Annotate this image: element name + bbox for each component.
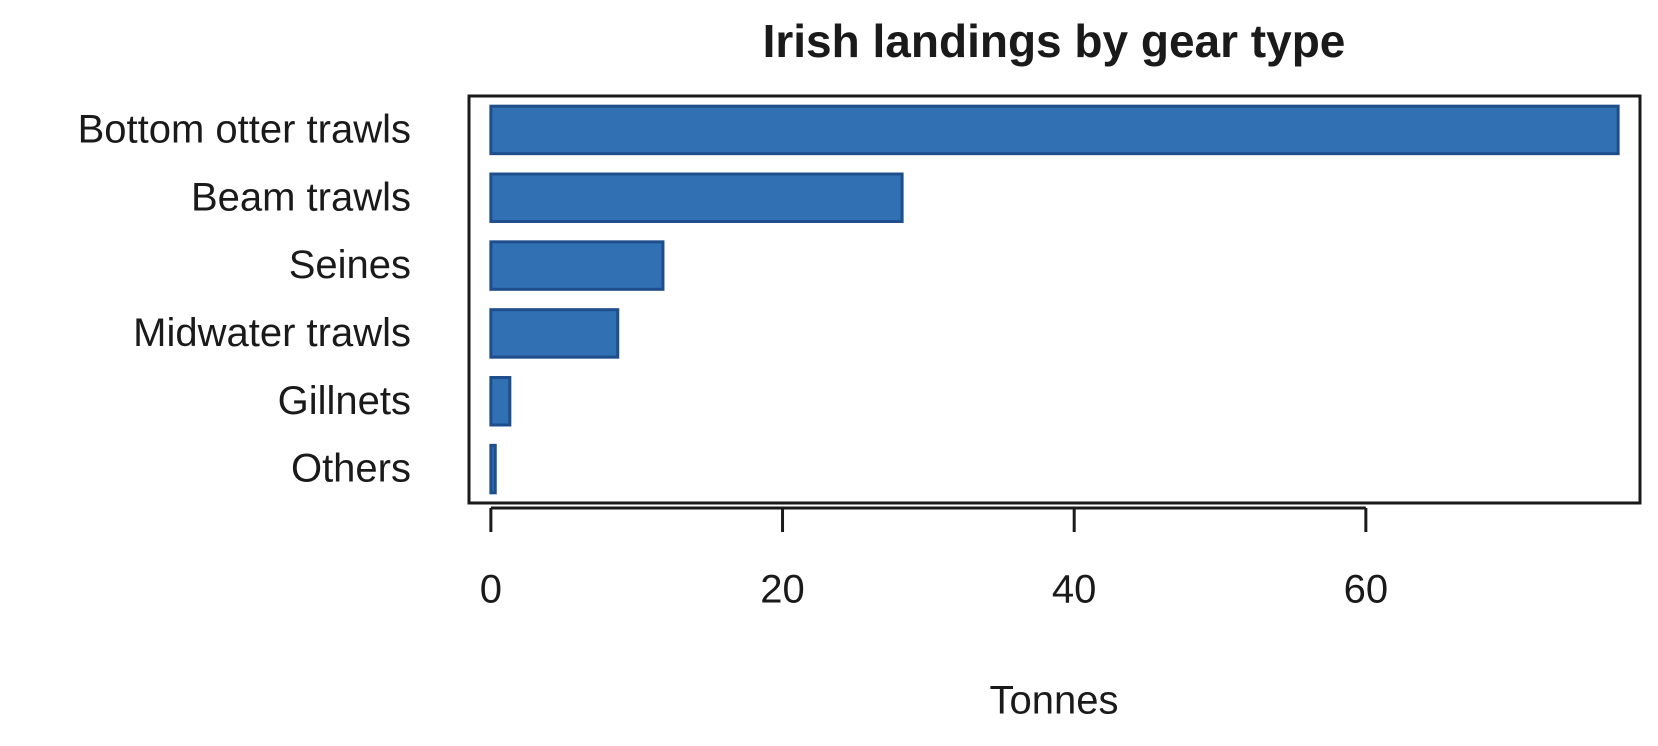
y-tick-label: Beam trawls [191, 175, 411, 219]
bar [489, 240, 665, 291]
bar [489, 308, 620, 359]
x-tick-label: 20 [760, 568, 805, 612]
x-tick-label: 60 [1344, 568, 1389, 612]
bar [489, 443, 497, 495]
y-tick-label: Bottom otter trawls [78, 107, 411, 151]
y-tick-label: Seines [289, 243, 411, 287]
x-tick-label: 0 [480, 568, 502, 612]
y-tick-label: Midwater trawls [133, 311, 411, 355]
x-tick-label: 40 [1052, 568, 1097, 612]
plot-frame [467, 94, 1642, 505]
y-tick-label: Gillnets [278, 379, 411, 423]
bar [489, 104, 1620, 156]
x-axis-label: Tonnes [990, 679, 1119, 723]
bar [489, 376, 512, 427]
chart-title: Irish landings by gear type [763, 15, 1346, 67]
bar [489, 172, 904, 223]
y-tick-label: Others [291, 447, 411, 491]
